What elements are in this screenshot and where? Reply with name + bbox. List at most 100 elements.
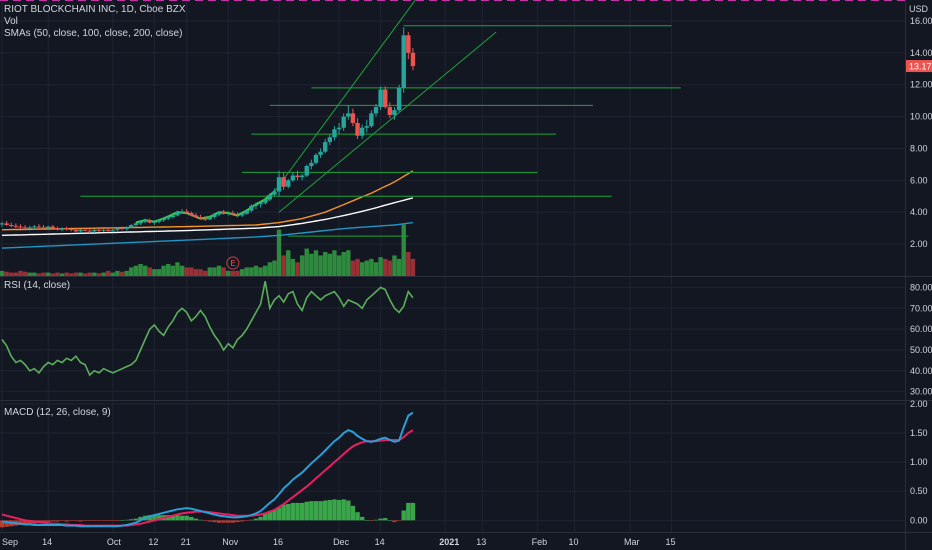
volume-bar [249,267,254,276]
candle-body [179,211,185,213]
candle-body [244,210,249,214]
macd-histogram-bar [129,519,134,521]
volume-bar [327,253,333,276]
volume-bar [179,265,185,276]
macd-histogram-bar [138,516,143,521]
volume-bar [129,267,134,276]
price-axis-tick: 4.00 [910,207,928,217]
macd-histogram-bar [92,520,97,521]
volume-bar [262,265,268,276]
volume-bar [142,265,148,276]
macd-histogram-bar [258,516,263,521]
volume-bar [281,255,286,276]
time-axis-label: 15 [666,537,676,547]
candle-body [267,194,273,200]
last-price-tag-text: 13.17 [909,62,932,72]
volume-bar [119,271,125,276]
chart-title: RIOT BLOCKCHAIN INC, 1D, Cboe BZX [4,4,186,15]
volume-bar [359,262,365,276]
volume-bar [156,269,162,276]
macd-histogram-bar [332,499,337,521]
macd-histogram-bar [369,520,374,521]
time-axis-label: 14 [375,537,385,547]
volume-bar [41,272,46,276]
candle-body [78,229,83,232]
macd-histogram-bar [249,519,254,521]
time-axis-label: 13 [476,537,486,547]
macd-histogram-bar [115,520,120,521]
volume-bar [304,248,309,276]
candle-body [170,215,176,218]
volume-label: Vol [4,16,18,27]
volume-bar [22,271,28,276]
macd-histogram-bar [355,512,360,521]
macd-histogram-bar [313,501,319,521]
volume-bar [406,252,411,276]
macd-histogram-bar [235,520,240,523]
volume-bar [105,270,111,276]
macd-histogram-bar [212,520,217,523]
time-axis-label: 2021 [439,537,459,547]
price-axis-tick: 8.00 [910,143,928,153]
candle-body [258,202,263,205]
candle-body [253,204,259,206]
macd-histogram-bar [327,499,333,521]
time-axis-label: Oct [107,537,122,547]
macd-histogram-bar [55,520,60,522]
volume-bar [92,272,97,276]
volume-bar [50,273,55,276]
time-axis-label: 12 [148,537,158,547]
volume-bar [295,262,300,276]
macd-histogram-bar [387,520,393,521]
macd-histogram-bar [383,518,388,521]
volume-bar [239,269,245,276]
volume-bar [396,258,402,276]
time-axis-label: 16 [273,537,283,547]
volume-bar [18,270,23,276]
price-axis-tick: 16.00 [910,16,932,26]
candle-body [115,228,120,230]
macd-histogram-bar [364,520,369,521]
volume-bar [133,265,139,276]
candle-body [101,229,106,231]
macd-histogram-bar [239,520,245,522]
volume-bar [152,269,157,276]
volume-bar [401,224,406,276]
macd-histogram-bar [156,515,162,521]
rsi-label: RSI (14, close) [4,280,71,291]
time-axis-label: 14 [42,537,52,547]
candle-body [152,221,157,223]
candle-body [96,229,102,231]
macd-histogram-bar [119,520,125,521]
candle-body [64,228,69,230]
volume-bar [36,273,42,276]
candle-body [309,162,314,167]
macd-histogram-bar [304,501,309,521]
candle-body [355,122,360,136]
rsi-axis-tick: 40.00 [910,366,932,376]
macd-histogram-bar [105,520,111,521]
candle-body [166,217,171,219]
rsi-axis-tick: 70.00 [910,303,932,313]
macd-axis-tick: 0.50 [910,486,928,496]
candle-body [69,228,74,230]
volume-bar [290,258,296,276]
candle-body [87,230,92,232]
candle-body [184,211,189,214]
candle-body [346,113,351,117]
candle-body [13,225,19,227]
candle-body [276,177,282,192]
volume-bar [226,270,231,276]
volume-bar [175,262,180,276]
candle-body [392,110,397,115]
earnings-event-badge [226,256,240,270]
macd-histogram-bar [221,520,226,523]
macd-histogram-bar [396,520,402,521]
candle-body [369,113,374,127]
candle-body [304,166,309,176]
volume-bar [87,272,92,276]
candle-body [406,35,411,53]
time-axis-label: 10 [569,537,579,547]
volume-bar [286,250,291,276]
candle-body [27,227,32,229]
